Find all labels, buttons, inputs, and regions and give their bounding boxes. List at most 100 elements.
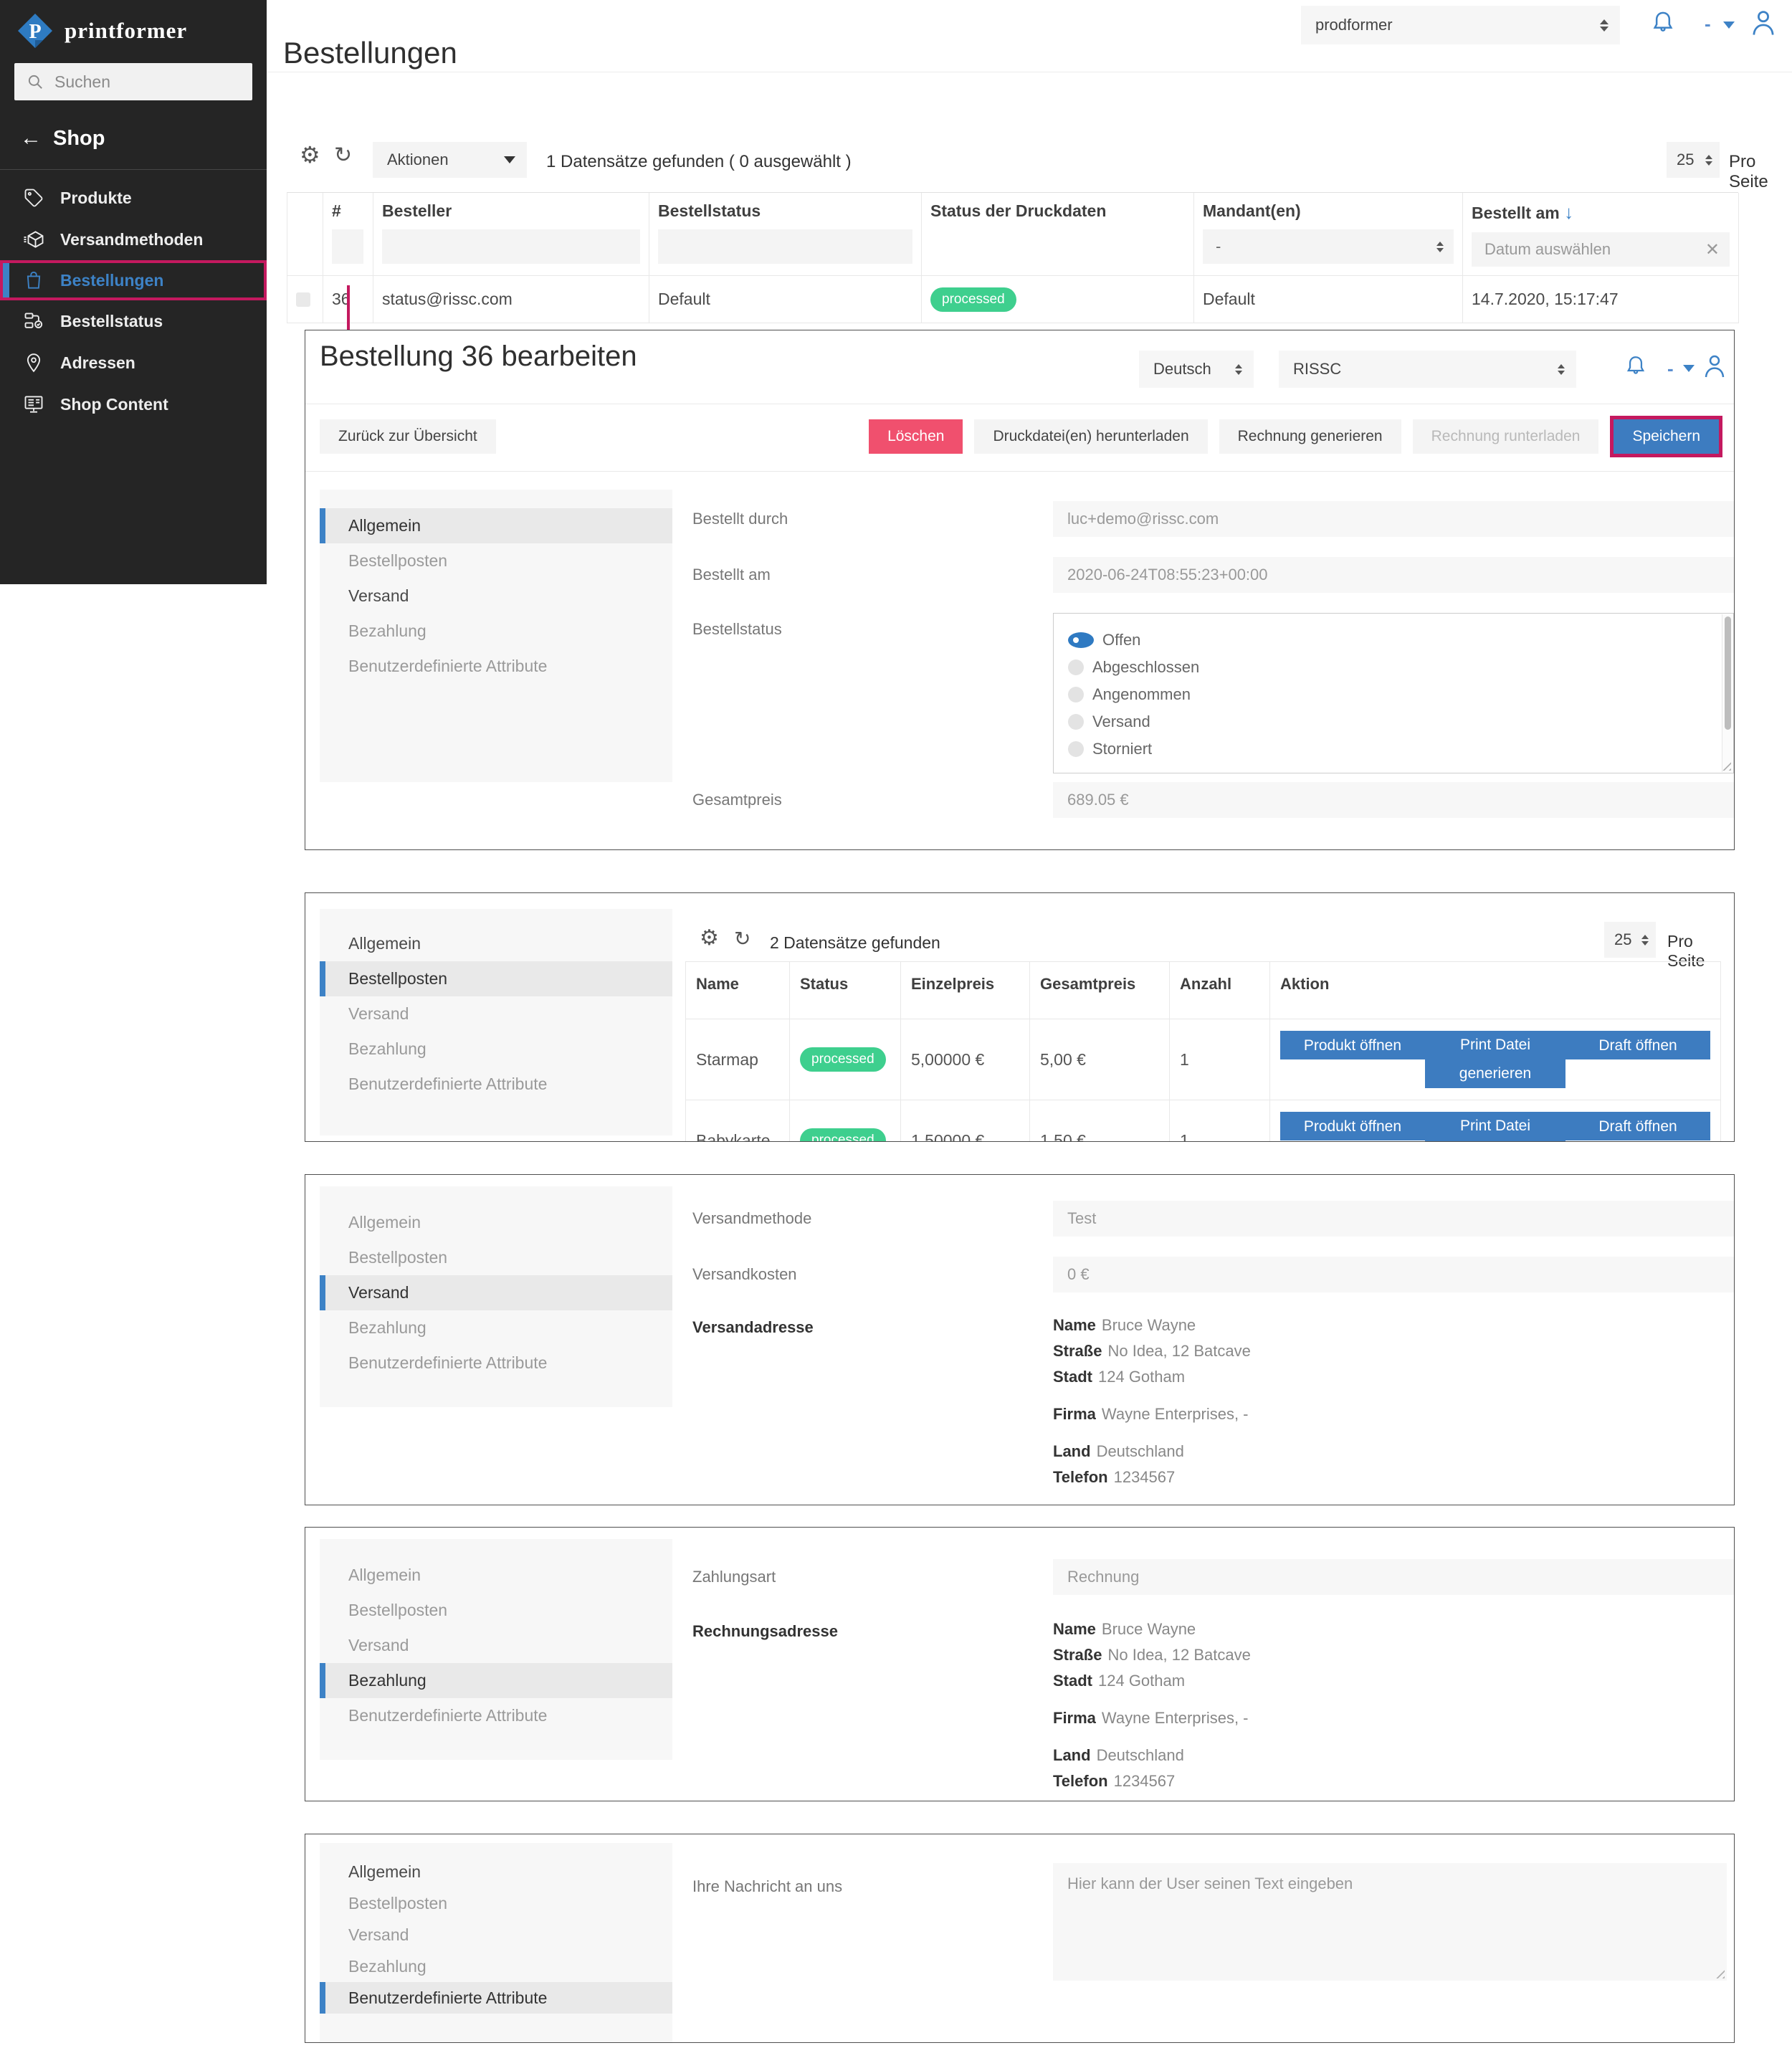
column-header-bestellt-am[interactable]: Bestellt am ↓: [1472, 201, 1574, 223]
tab-bestellposten[interactable]: Bestellposten: [348, 551, 448, 570]
tab-versand[interactable]: Versand: [348, 1925, 409, 1944]
besteller-filter-input[interactable]: [382, 229, 640, 264]
radio-icon[interactable]: [1068, 687, 1084, 702]
tab-bezahlung[interactable]: Bezahlung: [348, 621, 426, 640]
sidebar-item-versandmethoden[interactable]: Versandmethoden: [0, 219, 267, 260]
notifications-bell-icon[interactable]: [1623, 353, 1649, 379]
shipping-method-input[interactable]: Test: [1053, 1201, 1734, 1237]
ordered-by-input[interactable]: luc+demo@rissc.com: [1053, 501, 1734, 537]
radio-option[interactable]: Versand: [1068, 708, 1733, 735]
tab-attribute[interactable]: Benutzerdefinierte Attribute: [348, 657, 548, 675]
column-header-id[interactable]: #: [332, 201, 341, 220]
tab-attribute[interactable]: Benutzerdefinierte Attribute: [348, 1075, 548, 1093]
column-header-bestellstatus[interactable]: Bestellstatus: [658, 201, 761, 220]
total-price-input[interactable]: 689.05 €: [1053, 782, 1734, 818]
open-product-button[interactable]: Produkt öffnen: [1280, 1031, 1425, 1059]
back-arrow-icon[interactable]: ←: [20, 126, 42, 150]
mandant-filter-select[interactable]: -: [1203, 229, 1454, 264]
sidebar-item-bestellungen[interactable]: Bestellungen: [0, 260, 267, 300]
column-header-besteller[interactable]: Besteller: [382, 201, 452, 220]
sidebar-item-bestellstatus[interactable]: Bestellstatus: [0, 300, 267, 342]
radio-selected-icon[interactable]: [1068, 632, 1094, 648]
save-button[interactable]: Speichern: [1614, 419, 1719, 454]
id-filter-input[interactable]: [332, 229, 363, 264]
sidebar-search-input[interactable]: Suchen: [14, 63, 252, 100]
download-invoice-button[interactable]: Rechnung runterladen: [1412, 419, 1599, 454]
page-size-select[interactable]: 25: [1667, 142, 1720, 178]
radio-icon[interactable]: [1068, 714, 1084, 730]
order-row[interactable]: 36 status@rissc.com Default processed De…: [287, 276, 1739, 323]
detail-panel-attribute: Allgemein Bestellposten Versand Bezahlun…: [305, 1834, 1735, 2043]
page-size-select[interactable]: 25: [1604, 922, 1656, 958]
tab-bestellposten[interactable]: Bestellposten: [348, 1893, 448, 1913]
open-draft-button[interactable]: Draft öffnen: [1565, 1112, 1710, 1140]
column-header-druckdaten[interactable]: Status der Druckdaten: [930, 201, 1107, 220]
tab-versand[interactable]: Versand: [348, 1004, 409, 1023]
tab-bezahlung[interactable]: Bezahlung: [348, 1039, 426, 1058]
sidebar-section-shop[interactable]: ← Shop: [0, 100, 267, 151]
generate-printfile-button[interactable]: Print Datei generieren: [1424, 1031, 1566, 1088]
tab-attribute[interactable]: Benutzerdefinierte Attribute: [348, 1353, 548, 1372]
tab-attribute[interactable]: Benutzerdefinierte Attribute: [320, 1982, 672, 2014]
ordered-at-input[interactable]: 2020-06-24T08:55:23+00:00: [1053, 557, 1734, 593]
user-menu-caret-icon[interactable]: [1723, 22, 1735, 29]
column-header-mandant[interactable]: Mandant(en): [1203, 201, 1301, 220]
tab-attribute[interactable]: Benutzerdefinierte Attribute: [348, 1706, 548, 1725]
generate-invoice-button[interactable]: Rechnung generieren: [1219, 419, 1401, 454]
sidebar-item-shop-content[interactable]: Shop Content: [0, 384, 267, 425]
sort-desc-icon[interactable]: ↓: [1564, 201, 1574, 223]
tab-bezahlung[interactable]: Bezahlung: [348, 1318, 426, 1337]
row-checkbox[interactable]: [296, 292, 310, 307]
payment-type-input[interactable]: Rechnung: [1053, 1559, 1734, 1595]
tab-versand[interactable]: Versand: [348, 1636, 409, 1654]
clear-date-icon[interactable]: ✕: [1705, 239, 1720, 259]
scrollbar-thumb[interactable]: [1725, 616, 1731, 730]
detail-tenant-select[interactable]: RISSC: [1279, 351, 1576, 388]
settings-gear-icon[interactable]: ⚙: [700, 926, 719, 950]
radio-icon[interactable]: [1068, 741, 1084, 757]
tab-allgemein[interactable]: Allgemein: [348, 1566, 421, 1584]
radio-option[interactable]: Abgeschlossen: [1068, 654, 1733, 681]
bestellstatus-filter-input[interactable]: [658, 229, 912, 264]
tab-allgemein[interactable]: Allgemein: [348, 1862, 421, 1881]
column-header-anzahl: Anzahl: [1170, 962, 1270, 1019]
refresh-icon[interactable]: ↻: [334, 143, 353, 167]
date-filter-input[interactable]: Datum auswählen ✕: [1472, 232, 1730, 267]
generate-printfile-button[interactable]: Print Datei generieren: [1424, 1112, 1566, 1141]
settings-gear-icon[interactable]: ⚙: [300, 142, 320, 168]
actions-dropdown[interactable]: Aktionen: [373, 142, 527, 178]
user-profile-icon[interactable]: [1748, 7, 1779, 39]
tab-bezahlung[interactable]: Bezahlung: [320, 1663, 672, 1698]
radio-option[interactable]: Offen: [1068, 627, 1733, 654]
customer-message-textarea[interactable]: Hier kann der User seinen Text eingeben: [1053, 1863, 1727, 1981]
shipping-cost-input[interactable]: 0 €: [1053, 1257, 1734, 1292]
language-select[interactable]: Deutsch: [1139, 351, 1254, 388]
radio-icon[interactable]: [1068, 659, 1084, 675]
order-status-cell: Default: [649, 276, 922, 323]
notifications-bell-icon[interactable]: [1649, 9, 1677, 37]
tab-versand[interactable]: Versand: [320, 1275, 672, 1310]
radio-option[interactable]: Angenommen: [1068, 681, 1733, 708]
tab-bestellposten[interactable]: Bestellposten: [320, 961, 672, 996]
user-menu-caret-icon[interactable]: [1683, 365, 1695, 372]
tab-bestellposten[interactable]: Bestellposten: [348, 1601, 448, 1619]
refresh-icon[interactable]: ↻: [734, 928, 751, 950]
open-product-button[interactable]: Produkt öffnen: [1280, 1112, 1425, 1140]
tab-allgemein[interactable]: Allgemein: [348, 1213, 421, 1232]
open-draft-button[interactable]: Draft öffnen: [1565, 1031, 1710, 1059]
back-to-overview-button[interactable]: Zurück zur Übersicht: [320, 419, 496, 454]
delete-button[interactable]: Löschen: [869, 419, 963, 454]
tab-allgemein[interactable]: Allgemein: [348, 934, 421, 953]
tab-allgemein[interactable]: Allgemein: [320, 508, 672, 543]
user-profile-icon[interactable]: [1700, 352, 1729, 381]
resize-grip[interactable]: [1715, 1969, 1725, 1978]
tab-bestellposten[interactable]: Bestellposten: [348, 1248, 448, 1267]
sidebar-item-produkte[interactable]: Produkte: [0, 177, 267, 219]
radio-option[interactable]: Storniert: [1068, 735, 1733, 763]
sidebar-item-adressen[interactable]: Adressen: [0, 342, 267, 384]
scrollbar[interactable]: [1722, 614, 1733, 772]
download-printfiles-button[interactable]: Druckdatei(en) herunterladen: [974, 419, 1208, 454]
tenant-select[interactable]: prodformer: [1301, 6, 1620, 44]
tab-bezahlung[interactable]: Bezahlung: [348, 1956, 426, 1976]
tab-versand[interactable]: Versand: [348, 586, 409, 605]
